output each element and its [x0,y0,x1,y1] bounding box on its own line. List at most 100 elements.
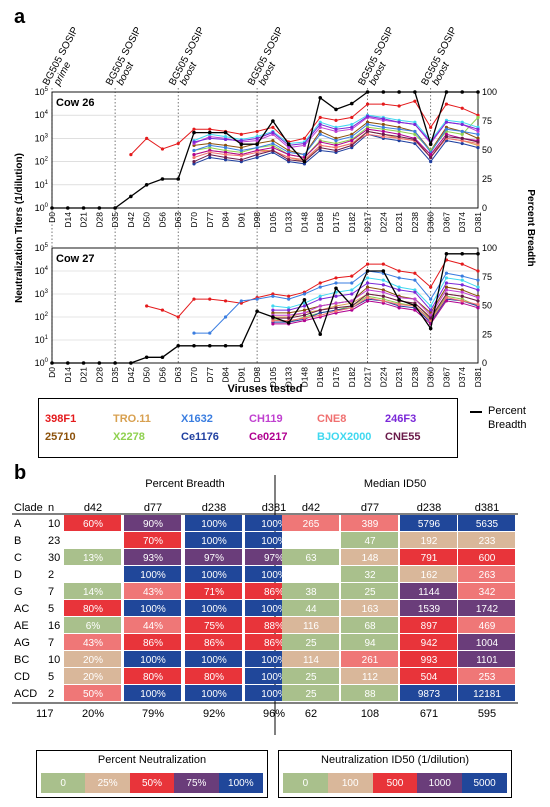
virus-data-point [208,143,212,147]
heat-cell [64,651,121,667]
virus-data-point [397,269,401,273]
x-tick-label: D42 [126,367,136,383]
right-tick-label: 0 [482,358,487,368]
virus-data-point [318,311,322,315]
table-row: A 10 60% 90% 100% 100% 265 389 5796 5635 [14,515,515,531]
virus-data-point [413,297,417,301]
virus-data-point [239,139,243,143]
virus-data-point [208,153,212,157]
legend-item: Ce0217 [249,431,288,443]
virus-series-line [272,293,479,319]
x-tick-label: D50 [142,212,152,228]
heat-cell [124,515,181,531]
heat-cell [185,532,242,548]
heat-cell [458,549,515,565]
clade-cell: A [14,518,22,530]
heat-cell-label: 100% [201,689,227,700]
breadth-data-point [113,206,117,210]
virus-data-point [271,148,275,153]
x-tick-label: D175 [331,212,341,233]
breadth-data-point [349,303,354,308]
virus-data-point [271,322,275,326]
heat-cell-label: 86% [143,638,163,649]
virus-data-point [381,301,385,305]
virus-data-point [381,283,385,287]
heat-cell [400,515,457,531]
x-axis-label: Viruses tested [227,383,302,395]
virus-data-point [444,102,449,106]
virus-series-line [146,259,479,318]
virus-data-point [302,308,307,312]
breadth-data-point [334,286,338,291]
virus-data-point [413,122,417,127]
virus-data-point [413,308,417,312]
virus-data-point [460,129,464,134]
virus-data-point [223,150,228,154]
left-tick-label: 105 [35,243,49,253]
x-tick-label: D56 [157,212,167,228]
breadth-data-point [176,343,181,348]
legend-item: 246F3 [385,413,417,425]
virus-legend: 398F1 25710 TRO.11 X2278 X1632 Ce1176 CH119 Ce0… [38,398,458,458]
virus-data-point [413,271,417,275]
heat-cell-label: 93% [143,553,163,564]
virus-data-point [334,127,338,131]
heat-cell [64,685,121,701]
virus-series-line [272,295,479,323]
virus-series-line [272,300,479,325]
virus-data-point [476,278,480,282]
virus-series [271,288,480,317]
right-tick-label: 50 [482,301,492,311]
breadth-data-point [476,251,480,256]
left-tick-label: 103 [35,289,49,299]
heat-cell-label: 263 [479,570,496,581]
heat-cell-label: 114 [303,655,319,666]
virus-data-point [239,158,243,162]
virus-data-point [350,274,354,278]
heat-cell-label: 100% [261,536,287,547]
virus-series [271,299,480,326]
virus-data-point [365,281,370,285]
virus-data-point [192,331,196,335]
heat-cell [341,617,398,633]
virus-data-point [255,153,259,157]
virus-data-point [444,276,449,280]
heat-cell-label: 100% [201,536,227,547]
percent-legend-title: Percent Neutralization [97,754,207,766]
heat-cell [341,566,398,582]
virus-data-point [287,306,291,310]
virus-data-point [318,313,322,317]
virus-data-point [381,288,385,292]
x-tick-label: D35 [110,212,120,228]
virus-data-point [444,281,449,285]
heat-cell [185,634,242,650]
virus-data-point [429,297,433,301]
breadth-data-point [349,101,354,106]
virus-data-point [476,129,480,134]
virus-data-point [444,285,449,289]
heat-cell [458,515,515,531]
virus-data-point [302,141,307,146]
breadth-legend-label: Percent Breadth [488,405,527,431]
x-tick-label: D148 [299,367,309,388]
virus-series-line [272,289,479,317]
virus-data-point [192,162,196,166]
virus-data-point [302,153,307,157]
virus-data-point [350,139,354,143]
heat-cell [341,515,398,531]
legend-item: X2278 [113,431,145,443]
virus-data-point [255,136,259,140]
virus-data-point [365,132,370,136]
virus-data-point [365,122,370,127]
n-cell: 16 [48,620,60,632]
virus-data-point [302,304,307,308]
heat-cell-label: 100% [261,519,287,530]
heat-cell-label: 25 [305,638,317,649]
total-cell: 671 [420,708,438,720]
x-tick-label: D42 [126,212,136,228]
virus-data-point [476,299,480,303]
heat-cell-label: 342 [479,587,496,598]
virus-data-point [381,262,385,266]
heat-cell [185,617,242,633]
heat-cell [282,515,339,531]
